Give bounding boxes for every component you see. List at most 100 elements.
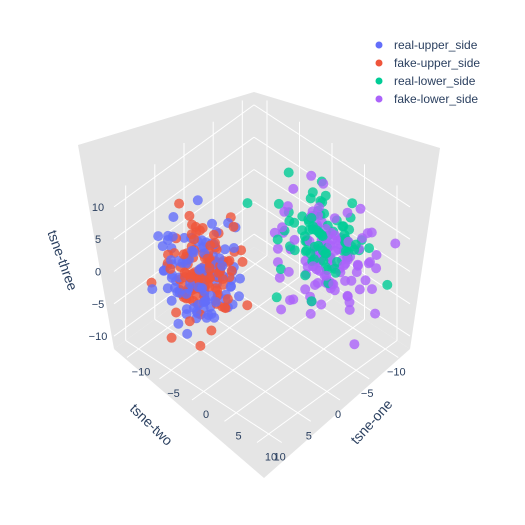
wall-gridline: [253, 104, 411, 208]
data-point: [349, 244, 360, 255]
x-tick-label: 5: [235, 430, 241, 442]
data-point: [364, 243, 375, 254]
left-wall-plane: [78, 92, 254, 349]
data-point: [225, 281, 236, 292]
data-point: [370, 308, 381, 319]
legend-item-real-lower[interactable]: real-lower_side: [375, 74, 476, 88]
data-point: [194, 264, 205, 275]
data-point: [340, 246, 351, 256]
data-point: [318, 178, 329, 189]
data-point: [288, 294, 299, 305]
data-point: [360, 275, 371, 286]
data-point: [181, 258, 192, 269]
data-point: [237, 256, 248, 267]
legend-marker: [375, 77, 383, 85]
data-point: [206, 308, 217, 319]
data-point: [235, 273, 245, 284]
wall-gridline: [113, 104, 255, 208]
data-point: [193, 299, 204, 310]
data-point: [284, 216, 295, 227]
z-tick-label: −10: [89, 331, 108, 343]
z-tick-label: −5: [92, 299, 105, 311]
data-point: [166, 272, 177, 283]
floor-gridline: [224, 318, 365, 422]
data-point: [371, 263, 382, 274]
z-axis-title: tsne-three: [44, 228, 81, 293]
y-tick-label: 5: [306, 430, 312, 442]
z-tick-label: 5: [95, 234, 101, 246]
z-tick-label: 0: [95, 267, 101, 279]
data-points: [146, 167, 401, 351]
legend-label: fake-lower_side: [394, 92, 478, 106]
z-tick-label: 10: [92, 202, 104, 214]
legend-label: real-lower_side: [394, 74, 476, 88]
data-point: [288, 183, 299, 194]
data-point: [192, 195, 203, 206]
data-point: [306, 170, 317, 181]
data-point: [277, 222, 288, 233]
data-point: [242, 300, 253, 311]
legend-item-fake-upper[interactable]: fake-upper_side: [375, 56, 481, 70]
data-point: [166, 295, 177, 306]
x-tick-label: 10: [265, 452, 277, 464]
data-point: [311, 264, 322, 275]
data-point: [316, 299, 327, 310]
data-point: [147, 284, 158, 295]
data-point: [354, 284, 365, 295]
data-point: [181, 304, 192, 315]
data-point: [307, 187, 318, 198]
data-point: [371, 250, 382, 260]
data-point: [242, 198, 253, 209]
legend-label: fake-upper_side: [394, 56, 480, 70]
data-point: [171, 307, 182, 318]
data-point: [304, 225, 315, 235]
data-point: [162, 283, 173, 294]
data-point: [222, 294, 233, 305]
legend-marker: [375, 41, 383, 49]
y-axis-title: tsne-two: [127, 400, 176, 448]
legend-item-real-upper[interactable]: real-upper_side: [375, 38, 478, 52]
wall-gridline: [113, 169, 255, 272]
data-point: [272, 243, 283, 254]
x-tick-label: −5: [167, 388, 180, 400]
data-point: [207, 218, 217, 229]
data-point: [349, 339, 360, 350]
data-point: [289, 234, 300, 245]
data-point: [220, 303, 231, 314]
data-point: [282, 201, 293, 212]
data-point: [300, 284, 311, 295]
data-point: [194, 272, 205, 283]
data-point: [168, 212, 179, 222]
data-point: [357, 233, 368, 244]
data-point: [352, 259, 363, 270]
legend-marker: [375, 95, 383, 103]
data-point: [271, 292, 282, 303]
x-axis-title: tsne-one: [347, 396, 395, 447]
y-tick-label: −10: [387, 367, 406, 379]
data-point: [342, 207, 353, 218]
data-point: [210, 237, 220, 248]
data-point: [228, 221, 239, 232]
data-point: [330, 267, 341, 278]
data-point: [313, 240, 324, 251]
data-point: [173, 318, 184, 329]
data-point: [191, 289, 202, 300]
data-point: [321, 248, 332, 259]
data-point: [217, 274, 228, 284]
data-point: [305, 308, 316, 319]
data-point: [228, 243, 239, 253]
wall-gridline: [113, 136, 255, 240]
data-point: [382, 279, 393, 290]
legend-item-fake-lower[interactable]: fake-lower_side: [375, 92, 479, 106]
data-point: [316, 230, 327, 241]
data-point: [276, 304, 287, 315]
legend[interactable]: real-upper_side fake-upper_side real-low…: [375, 38, 481, 106]
data-point: [272, 234, 283, 245]
data-point: [300, 270, 311, 281]
data-point: [327, 234, 338, 245]
data-point: [306, 296, 317, 307]
floor-gridline: [154, 318, 312, 422]
data-point: [220, 244, 230, 255]
